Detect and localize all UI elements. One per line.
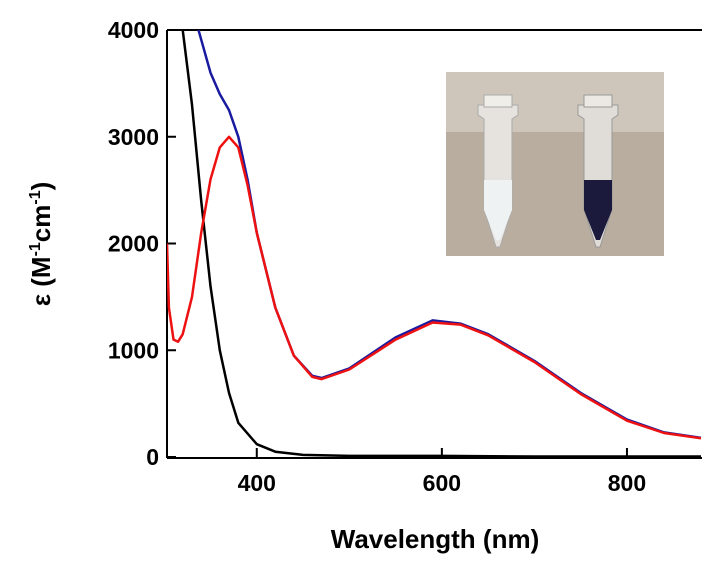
y-axis-label: ε (M-1cm-1) xyxy=(26,182,56,307)
y-tick-label: 4000 xyxy=(108,17,159,43)
x-tick-label: 400 xyxy=(238,470,276,496)
plot-area xyxy=(167,30,702,458)
y-label-superscript: -1 xyxy=(27,242,44,256)
y-tick-label: 3000 xyxy=(108,124,159,150)
y-label-part: ) xyxy=(26,182,56,191)
spectrum-line xyxy=(181,30,701,458)
x-tick-label: 800 xyxy=(608,470,646,496)
x-axis-label: Wavelength (nm) xyxy=(331,524,539,554)
y-label-part: ε (M xyxy=(26,256,56,306)
y-tick-label: 0 xyxy=(146,444,159,470)
y-label-part: cm xyxy=(26,205,56,243)
spectrum-line xyxy=(167,135,702,440)
y-tick-label: 2000 xyxy=(108,231,159,257)
y-tick-label: 1000 xyxy=(108,337,159,363)
inset-photo xyxy=(446,72,664,256)
x-tick-label: 600 xyxy=(423,470,461,496)
y-label-superscript: -1 xyxy=(27,190,44,204)
